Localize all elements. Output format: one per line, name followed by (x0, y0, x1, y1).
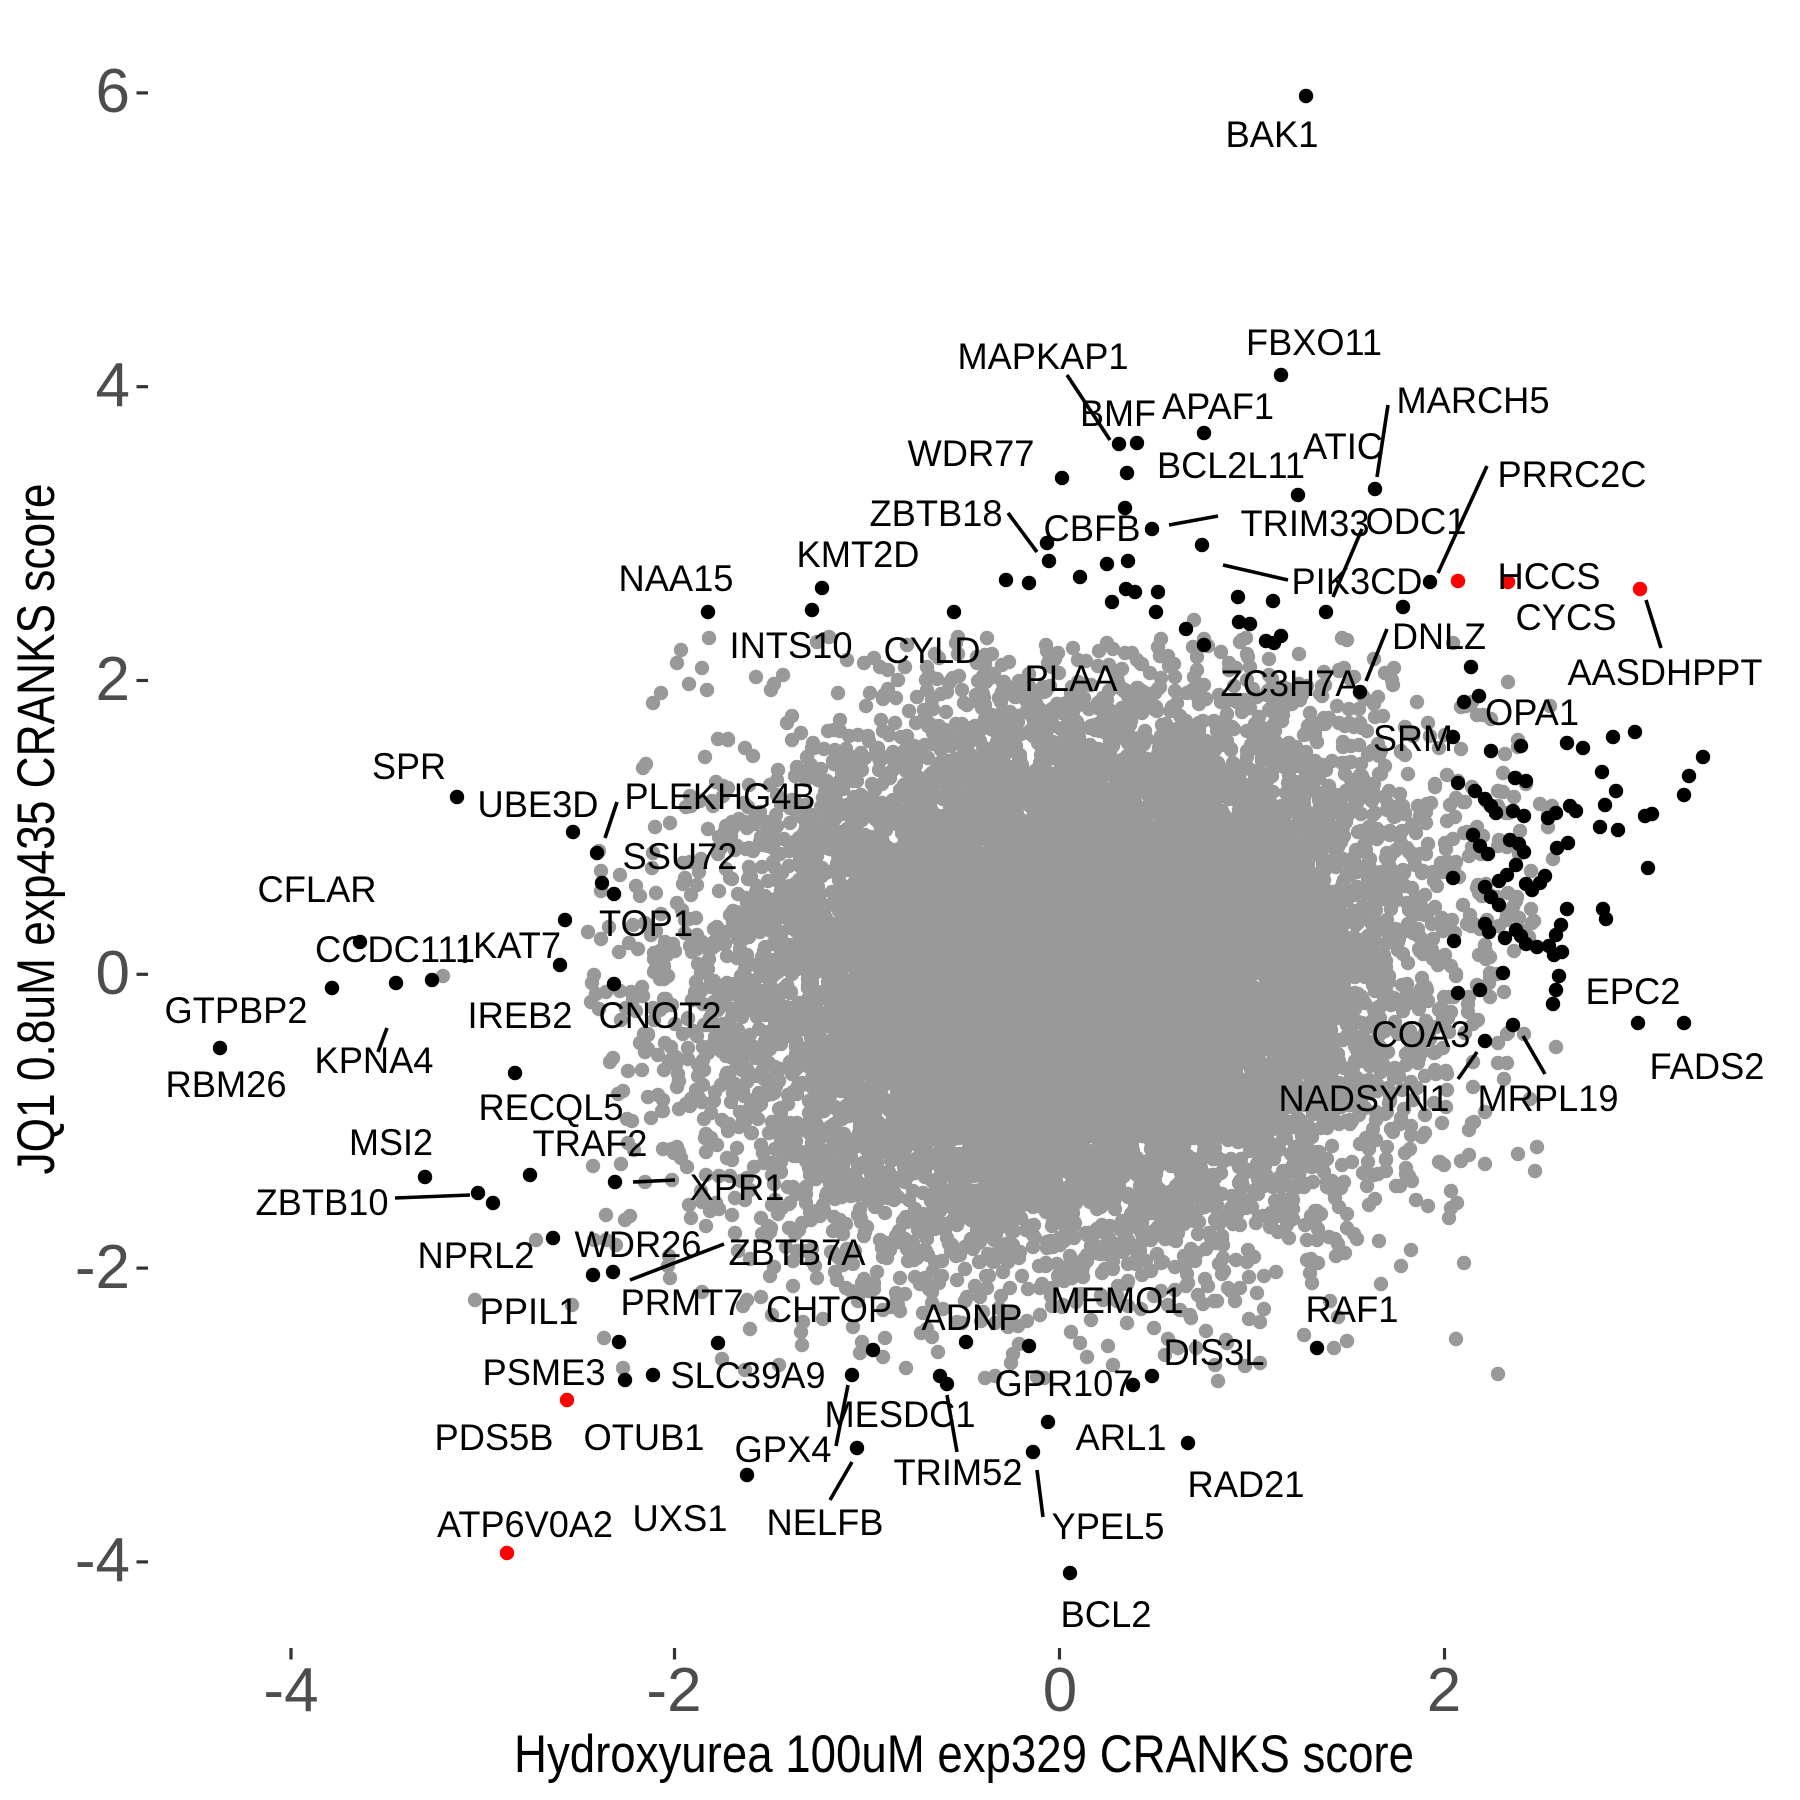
svg-text:RAF1: RAF1 (1306, 1288, 1399, 1330)
svg-text:SRM: SRM (1373, 717, 1453, 759)
svg-text:UBE3D: UBE3D (478, 783, 599, 825)
svg-text:RBM26: RBM26 (166, 1063, 287, 1105)
svg-text:PPIL1: PPIL1 (480, 1290, 579, 1332)
svg-text:GTPBP2: GTPBP2 (165, 989, 308, 1031)
svg-text:SLC39A9: SLC39A9 (671, 1354, 826, 1396)
svg-text:ODC1: ODC1 (1366, 500, 1467, 542)
svg-text:FADS2: FADS2 (1650, 1045, 1765, 1087)
svg-text:2: 2 (96, 645, 130, 714)
svg-text:ATP6V0A2: ATP6V0A2 (437, 1503, 613, 1545)
svg-text:EPC2: EPC2 (1586, 970, 1681, 1012)
svg-text:XPR1: XPR1 (690, 1166, 785, 1208)
svg-text:0: 0 (96, 939, 130, 1008)
svg-text:HCCS: HCCS (1498, 555, 1601, 597)
svg-text:6: 6 (96, 57, 130, 126)
svg-text:INTS10: INTS10 (730, 624, 853, 666)
svg-text:NAA15: NAA15 (619, 557, 734, 599)
svg-text:-2: -2 (646, 1656, 701, 1725)
svg-text:RECQL5: RECQL5 (479, 1086, 624, 1128)
svg-text:YPEL5: YPEL5 (1052, 1505, 1165, 1547)
svg-text:OTUB1: OTUB1 (584, 1416, 705, 1458)
svg-text:AASDHPPT: AASDHPPT (1568, 651, 1763, 693)
svg-text:4: 4 (96, 351, 130, 420)
svg-text:PLAA: PLAA (1025, 657, 1118, 699)
svg-text:CFLAR: CFLAR (258, 868, 377, 910)
svg-text:KPNA4: KPNA4 (315, 1039, 434, 1081)
svg-text:PSME3: PSME3 (483, 1351, 606, 1393)
svg-text:ZBTB10: ZBTB10 (256, 1181, 389, 1223)
svg-text:NADSYN1: NADSYN1 (1279, 1077, 1450, 1119)
svg-text:GPX4: GPX4 (735, 1428, 832, 1470)
svg-text:BAK1: BAK1 (1226, 113, 1319, 155)
svg-text:TRIM33: TRIM33 (1241, 502, 1370, 544)
svg-text:SPR: SPR (372, 745, 446, 787)
svg-text:-4: -4 (263, 1656, 318, 1725)
svg-text:JQ1 0.8uM exp435 CRANKS score: JQ1 0.8uM exp435 CRANKS score (7, 484, 66, 1175)
svg-text:CYCS: CYCS (1516, 596, 1617, 638)
svg-text:WDR26: WDR26 (575, 1223, 702, 1265)
svg-text:ZBTB18: ZBTB18 (870, 492, 1003, 534)
svg-text:MSI2: MSI2 (349, 1121, 433, 1163)
svg-text:TOP1: TOP1 (599, 902, 693, 944)
svg-text:SSU72: SSU72 (623, 835, 738, 877)
svg-text:PIK3CD: PIK3CD (1292, 560, 1423, 602)
svg-text:UXS1: UXS1 (633, 1497, 728, 1539)
svg-text:CNOT2: CNOT2 (599, 994, 722, 1036)
svg-text:ZC3H7A: ZC3H7A (1221, 662, 1360, 704)
svg-text:GPR107: GPR107 (995, 1362, 1134, 1404)
svg-text:PDS5B: PDS5B (435, 1416, 554, 1458)
svg-text:MAPKAP1: MAPKAP1 (958, 335, 1129, 377)
svg-text:OPA1: OPA1 (1485, 691, 1579, 733)
svg-text:2: 2 (1427, 1656, 1461, 1725)
svg-text:TRIM52: TRIM52 (894, 1451, 1023, 1493)
svg-text:ATIC: ATIC (1303, 425, 1383, 467)
svg-text:TRAF2: TRAF2 (533, 1122, 648, 1164)
svg-text:PLEKHG4B: PLEKHG4B (625, 775, 816, 817)
svg-text:MRPL19: MRPL19 (1478, 1077, 1619, 1119)
svg-text:CBFB: CBFB (1044, 507, 1141, 549)
svg-text:DIS3L: DIS3L (1164, 1331, 1265, 1373)
svg-text:BCL2: BCL2 (1061, 1593, 1152, 1635)
svg-text:MESDC1: MESDC1 (825, 1393, 976, 1435)
svg-text:-4: -4 (75, 1526, 130, 1595)
svg-text:MEMO1: MEMO1 (1051, 1279, 1184, 1321)
svg-text:PRMT7: PRMT7 (621, 1281, 744, 1323)
svg-text:COA3: COA3 (1372, 1013, 1471, 1055)
svg-text:NELFB: NELFB (767, 1501, 884, 1543)
svg-text:0: 0 (1043, 1656, 1077, 1725)
svg-text:CHTOP: CHTOP (766, 1288, 892, 1330)
svg-text:FBXO11: FBXO11 (1246, 321, 1382, 363)
svg-text:BMF: BMF (1080, 392, 1156, 434)
svg-text:BCL2L11: BCL2L11 (1157, 444, 1305, 486)
svg-text:APAF1: APAF1 (1162, 385, 1274, 427)
svg-text:MARCH5: MARCH5 (1397, 379, 1550, 421)
svg-text:CCDC111: CCDC111 (315, 928, 475, 970)
svg-text:DNLZ: DNLZ (1392, 615, 1486, 657)
svg-text:WDR77: WDR77 (908, 432, 1035, 474)
svg-text:ZBTB7A: ZBTB7A (729, 1231, 866, 1273)
svg-text:CYLD: CYLD (884, 629, 981, 671)
svg-text:PRRC2C: PRRC2C (1498, 453, 1647, 495)
svg-text:Hydroxyurea 100uM exp329 CRANK: Hydroxyurea 100uM exp329 CRANKS score (514, 1725, 1414, 1784)
svg-text:ARL1: ARL1 (1076, 1416, 1167, 1458)
svg-text:IREB2: IREB2 (468, 994, 573, 1036)
svg-text:ADNP: ADNP (922, 1296, 1023, 1338)
svg-text:RAD21: RAD21 (1188, 1463, 1305, 1505)
svg-text:KMT2D: KMT2D (797, 533, 920, 575)
svg-text:-2: -2 (75, 1233, 130, 1302)
svg-text:NPRL2: NPRL2 (418, 1234, 535, 1276)
svg-text:KAT7: KAT7 (473, 924, 561, 966)
